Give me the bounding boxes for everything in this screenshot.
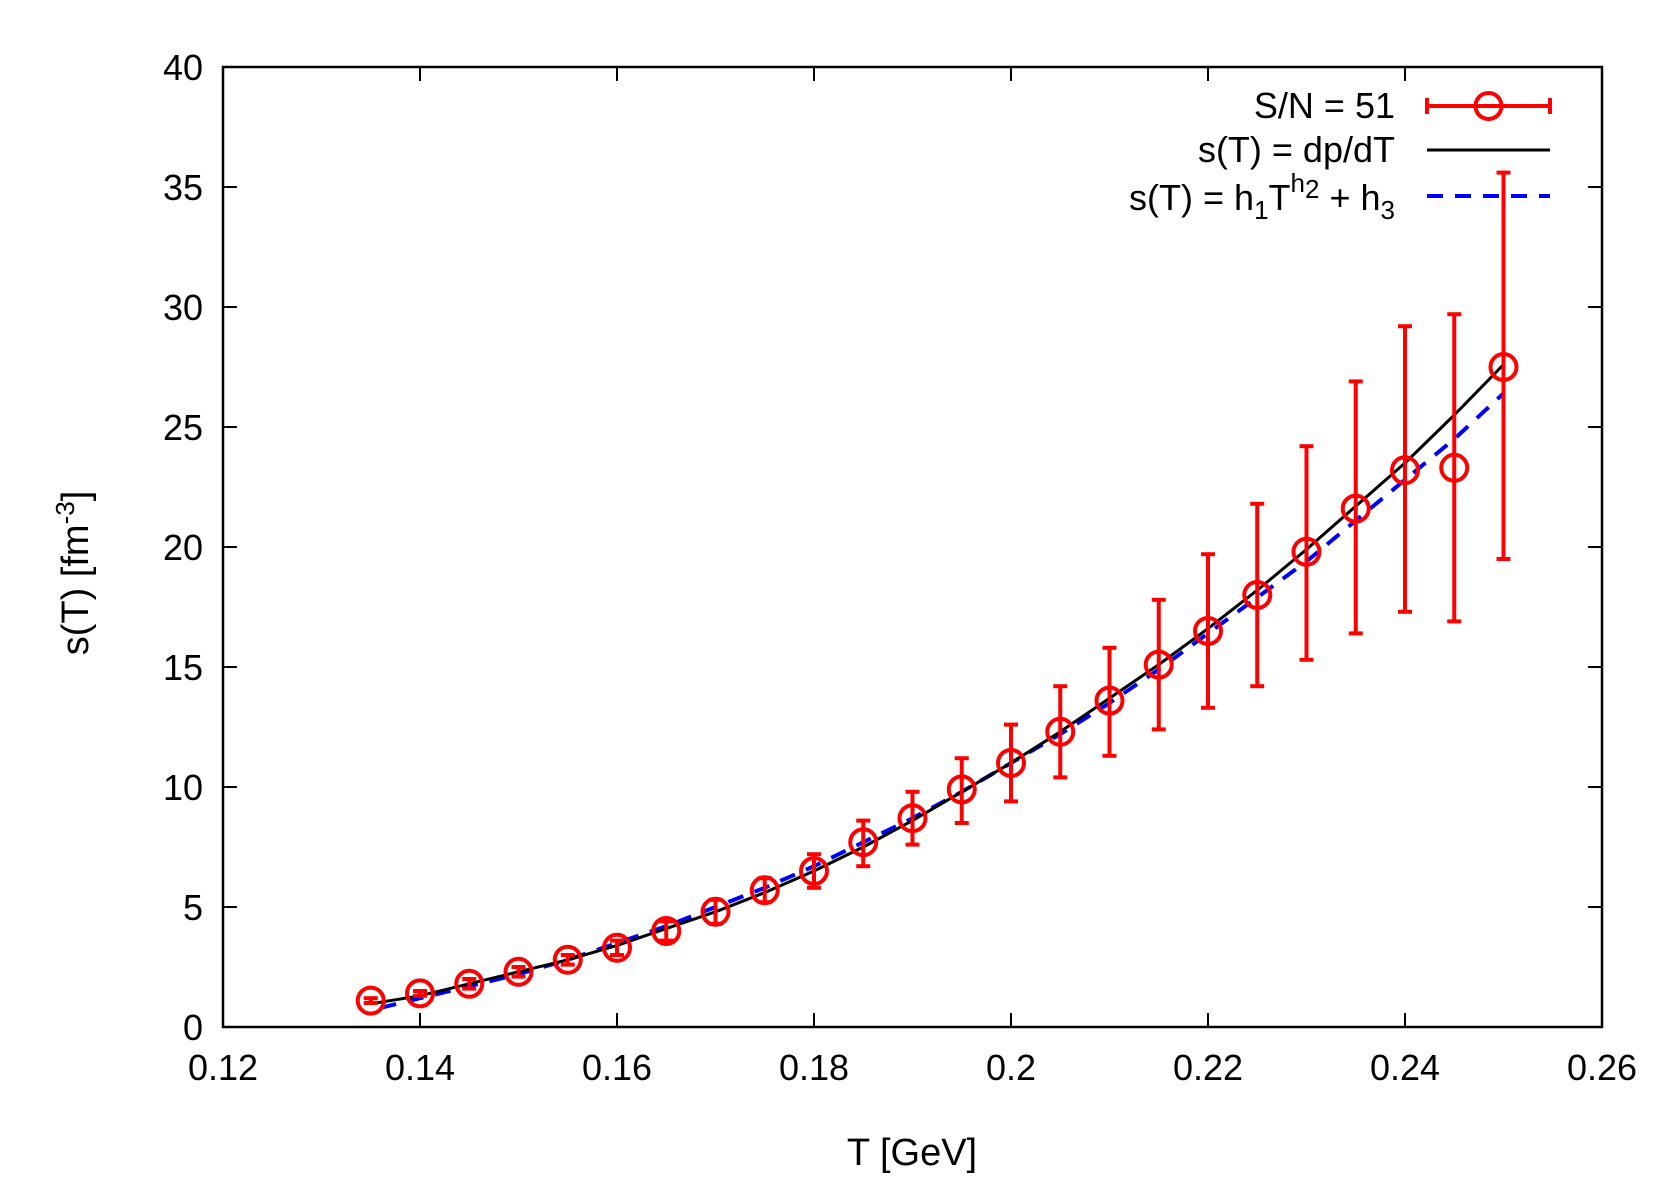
data-point bbox=[946, 774, 977, 805]
fit-curve-line bbox=[380, 391, 1505, 1010]
y-tick-label: 10 bbox=[163, 767, 203, 808]
x-tick-label: 0.2 bbox=[986, 1047, 1036, 1088]
x-tick-label: 0.18 bbox=[779, 1047, 849, 1088]
data-point bbox=[503, 956, 534, 987]
data-point bbox=[1390, 455, 1420, 486]
x-tick-label: 0.24 bbox=[1370, 1047, 1440, 1088]
data-point bbox=[1291, 536, 1322, 567]
x-tick-label: 0.26 bbox=[1567, 1047, 1637, 1088]
y-tick-label: 0 bbox=[183, 1007, 203, 1048]
y-tick-label: 15 bbox=[163, 647, 203, 688]
data-point bbox=[1045, 716, 1076, 747]
plot-frame bbox=[221, 65, 1604, 1029]
data-point bbox=[799, 856, 829, 886]
y-tick-label: 40 bbox=[163, 47, 203, 88]
data-point bbox=[1439, 452, 1470, 483]
data-point bbox=[602, 932, 632, 963]
legend-swatch-data-marker bbox=[1473, 91, 1504, 121]
x-axis-label: T [GeV] bbox=[847, 1132, 977, 1174]
legend-label-fit: s(T) = h1Th2 + h3 bbox=[1129, 168, 1395, 225]
x-tick-label: 0.16 bbox=[582, 1047, 652, 1088]
data-point bbox=[405, 978, 435, 1009]
data-point bbox=[1143, 649, 1174, 680]
data-point bbox=[651, 916, 682, 946]
y-tick-label: 35 bbox=[163, 167, 203, 208]
legend-label-dpdt: s(T) = dp/dT bbox=[1198, 129, 1395, 170]
x-tick-label: 0.14 bbox=[385, 1047, 455, 1088]
data-point bbox=[749, 875, 780, 906]
x-tick-label: 0.12 bbox=[188, 1047, 258, 1088]
data-point bbox=[355, 985, 386, 1016]
data-point bbox=[1242, 580, 1273, 610]
data-point bbox=[552, 944, 583, 975]
y-tick-label: 5 bbox=[183, 887, 203, 928]
data-point bbox=[996, 748, 1026, 778]
data-point bbox=[1193, 616, 1223, 646]
y-axis-label: s(T) [fm-3] bbox=[50, 491, 97, 656]
data-point bbox=[1094, 685, 1125, 716]
data-point bbox=[897, 803, 928, 834]
y-tick-label: 25 bbox=[163, 407, 203, 448]
dpdt-curve-line bbox=[375, 363, 1505, 1005]
y-tick-label: 20 bbox=[163, 527, 203, 568]
legend: S/N = 51 s(T) = dp/dT s(T) = h1Th2 + h3 bbox=[1129, 85, 1552, 225]
data-point bbox=[1488, 352, 1519, 382]
data-point bbox=[848, 827, 879, 858]
data-point bbox=[1340, 493, 1371, 524]
y-tick-label: 30 bbox=[163, 287, 203, 328]
x-tick-label: 0.22 bbox=[1173, 1047, 1243, 1088]
legend-label-data: S/N = 51 bbox=[1254, 85, 1395, 126]
data-point bbox=[700, 896, 731, 927]
data-point bbox=[454, 968, 485, 999]
